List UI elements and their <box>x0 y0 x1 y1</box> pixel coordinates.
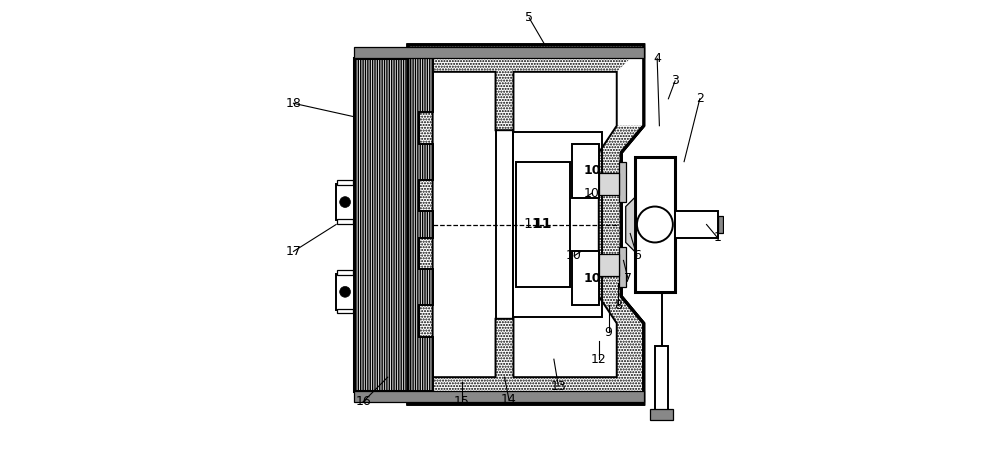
Bar <box>619 247 626 287</box>
Text: 15: 15 <box>454 396 470 408</box>
Text: 8: 8 <box>614 299 622 312</box>
Text: 1: 1 <box>714 232 722 244</box>
Bar <box>572 144 599 198</box>
Bar <box>336 274 354 310</box>
Bar <box>354 391 644 402</box>
Bar <box>513 132 602 317</box>
Text: 14: 14 <box>501 393 517 406</box>
Bar <box>336 184 354 220</box>
Bar <box>675 211 718 238</box>
Text: 4: 4 <box>653 52 661 65</box>
Bar <box>599 254 619 276</box>
Text: 11: 11 <box>524 217 542 232</box>
Polygon shape <box>617 45 644 126</box>
Bar <box>337 309 353 313</box>
Circle shape <box>340 197 350 207</box>
Text: 12: 12 <box>591 353 607 365</box>
Polygon shape <box>354 58 408 391</box>
Bar <box>650 409 673 420</box>
Text: 16: 16 <box>355 396 371 408</box>
Bar <box>619 162 626 202</box>
Text: 10: 10 <box>583 272 601 285</box>
Polygon shape <box>433 337 496 377</box>
Text: 11: 11 <box>533 217 552 232</box>
Text: 2: 2 <box>696 92 704 105</box>
Polygon shape <box>408 45 644 404</box>
Text: 3: 3 <box>671 75 679 87</box>
Text: 9: 9 <box>605 326 613 339</box>
Bar <box>337 270 353 275</box>
Text: 13: 13 <box>550 380 566 392</box>
Bar <box>337 180 353 185</box>
Text: 10: 10 <box>584 187 600 199</box>
Polygon shape <box>408 45 644 404</box>
Text: 7: 7 <box>624 272 632 285</box>
Circle shape <box>637 207 673 242</box>
Circle shape <box>340 286 350 297</box>
Polygon shape <box>433 72 496 112</box>
Bar <box>599 173 619 195</box>
Text: 10: 10 <box>583 164 601 177</box>
Text: 18: 18 <box>286 97 301 110</box>
Bar <box>572 251 599 305</box>
Bar <box>433 130 496 144</box>
Bar <box>516 162 570 287</box>
Bar <box>635 157 675 292</box>
Polygon shape <box>408 58 433 391</box>
Polygon shape <box>433 72 617 377</box>
Text: 10: 10 <box>566 250 582 262</box>
Text: 6: 6 <box>633 250 641 262</box>
Bar <box>718 216 723 233</box>
Bar <box>572 144 599 198</box>
Bar <box>655 346 668 418</box>
Bar <box>572 251 599 305</box>
Polygon shape <box>433 72 617 377</box>
Polygon shape <box>626 198 635 251</box>
Bar <box>337 219 353 224</box>
Text: 17: 17 <box>286 245 301 258</box>
Text: 5: 5 <box>525 12 533 24</box>
Bar <box>354 47 644 58</box>
